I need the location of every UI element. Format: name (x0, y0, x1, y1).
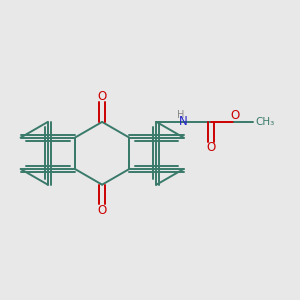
Text: N: N (179, 116, 188, 128)
Text: O: O (98, 204, 107, 217)
Text: O: O (206, 141, 215, 154)
Text: H: H (177, 110, 184, 120)
Text: CH₃: CH₃ (255, 117, 274, 127)
Text: O: O (98, 90, 107, 103)
Text: O: O (230, 109, 239, 122)
